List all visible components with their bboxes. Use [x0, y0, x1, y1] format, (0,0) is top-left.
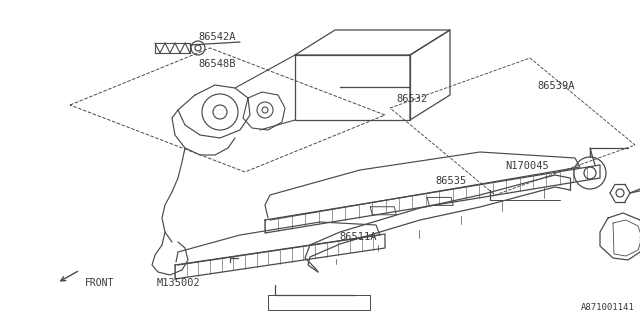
Text: 86511A: 86511A	[339, 232, 377, 242]
Text: 86548B: 86548B	[198, 59, 236, 69]
Text: 86532: 86532	[397, 94, 428, 104]
Text: N170045: N170045	[506, 161, 549, 172]
Text: A871001141: A871001141	[581, 303, 635, 312]
Text: 86542A: 86542A	[198, 32, 236, 42]
Text: 86539A: 86539A	[538, 81, 575, 92]
Text: FRONT: FRONT	[85, 278, 115, 288]
Text: 86535: 86535	[435, 176, 467, 186]
Text: M135002: M135002	[157, 278, 200, 288]
